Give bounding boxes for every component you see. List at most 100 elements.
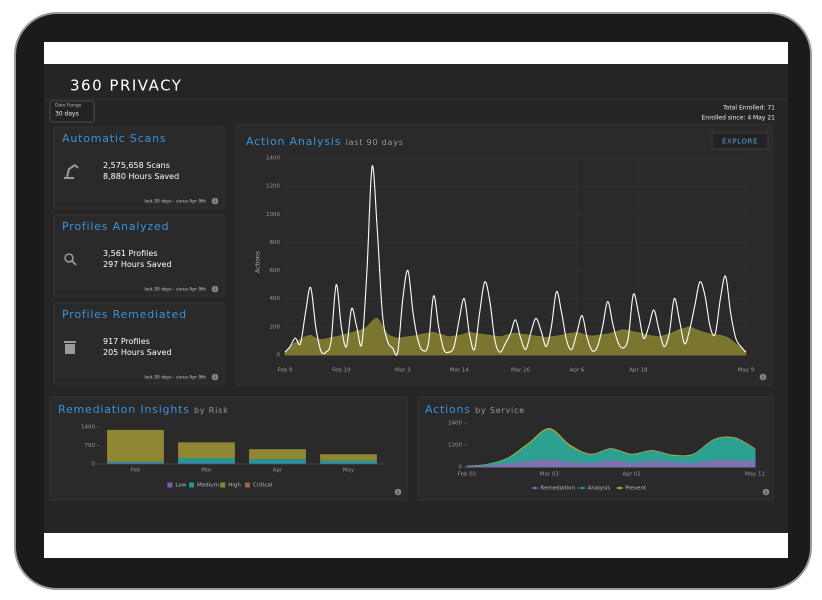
robot-icon	[64, 164, 79, 179]
kpi-value: 917	[103, 337, 118, 346]
chart-subtitle: by Risk	[194, 406, 229, 415]
x-tick-label: Feb 19	[332, 368, 351, 374]
kpi-unit: Hours Saved	[121, 348, 172, 357]
legend-label: Medium	[197, 483, 219, 489]
x-tick-label: Mar 14	[450, 368, 470, 374]
y-tick-label: 2400	[448, 421, 462, 427]
kpi-value: 3,561	[103, 249, 126, 258]
y-tick-label: 700	[85, 443, 96, 449]
bar-segment	[249, 463, 306, 464]
y-tick-label: 200	[270, 324, 281, 330]
kpi-value: 8,880	[103, 172, 126, 181]
y-tick-label: 800	[270, 240, 281, 246]
kpi-line: 2,575,658 Scans	[103, 161, 170, 170]
legend-dot	[580, 486, 584, 490]
kpi-value: 297	[103, 260, 118, 269]
search-icon	[64, 253, 74, 263]
date-range-value: 30 days	[55, 111, 79, 118]
chart-title: Remediation Insights by Risk	[58, 403, 229, 416]
x-tick-label: Mar 3	[395, 368, 411, 374]
legend-label: Critical	[253, 483, 273, 489]
bar-segment	[178, 463, 235, 464]
kpi-footnote: last 30 days - since Apr 9th	[144, 199, 206, 205]
x-tick-label: Apr 01	[622, 472, 640, 478]
y-tick-label: 1200	[448, 443, 462, 449]
x-tick-label: May 9	[738, 368, 755, 374]
kpi-value: 2,575,658	[103, 161, 144, 170]
bar-segment	[107, 463, 164, 464]
legend-label: Prevent	[625, 486, 647, 492]
bar-segment	[249, 449, 306, 460]
x-tick-label: May	[343, 468, 355, 474]
kpi-footnote: last 30 days - since Apr 9th	[144, 375, 206, 381]
y-tick-label: 600	[270, 268, 281, 274]
x-tick-label: May 11	[745, 472, 765, 478]
bar-segment	[320, 463, 377, 464]
legend-dot	[618, 486, 622, 490]
y-tick-label: 0	[459, 465, 463, 471]
bar-segment	[107, 429, 164, 462]
enrolled-since: Enrolled since: 4 May 21	[701, 115, 775, 122]
kpi-line: 8,880 Hours Saved	[103, 172, 179, 181]
bar-segment	[178, 442, 235, 459]
kpi-unit: Profiles	[128, 249, 157, 258]
chart-title: Actions by Service	[425, 403, 525, 416]
kpi-card	[53, 302, 225, 385]
y-tick-label: 0	[92, 462, 96, 468]
chart-subtitle: by Service	[475, 406, 525, 415]
app-title: 360 PRIVACY	[70, 77, 182, 95]
y-tick-label: 1400	[81, 425, 95, 431]
kpi-footnote: last 30 days - since Apr 9th	[144, 287, 206, 293]
info-icon-dot	[397, 489, 399, 491]
y-tick-label: 1000	[266, 212, 280, 218]
legend-dot	[533, 486, 537, 490]
x-tick-label: Feb 8	[278, 368, 293, 374]
trash-icon-lid	[64, 341, 76, 343]
legend-swatch	[245, 482, 250, 488]
area	[466, 429, 756, 468]
kpi-unit: Profiles	[121, 337, 150, 346]
kpi-title: Profiles Remediated	[62, 308, 187, 321]
date-range[interactable]	[49, 100, 95, 123]
x-tick-label: Mar 03	[540, 472, 560, 478]
x-tick-label: Mar	[201, 468, 212, 474]
x-tick-label: Feb 02	[458, 472, 477, 478]
search-icon-handle	[71, 260, 77, 266]
x-tick-label: Mar 26	[511, 368, 531, 374]
y-tick-label: 1400	[266, 156, 280, 162]
bar-segment	[178, 458, 235, 464]
bar-segment	[249, 459, 306, 464]
legend-label: High	[228, 483, 241, 489]
info-icon-dot	[214, 374, 216, 376]
y-axis-label: Actions	[255, 251, 262, 273]
kpi-unit: Hours Saved	[128, 172, 179, 181]
legend-label: Remediation	[540, 486, 575, 492]
kpi-card	[53, 126, 225, 209]
y-tick-label: 1200	[266, 184, 280, 190]
total-enrolled: Total Enrolled: 71	[722, 105, 775, 112]
kpi-line: 297 Hours Saved	[103, 260, 172, 269]
x-tick-label: Feb	[131, 468, 141, 474]
legend-label: Analysis	[588, 486, 611, 492]
legend-swatch	[220, 482, 226, 488]
info-icon-dot	[214, 198, 216, 200]
chart-title-main: Remediation Insights	[58, 403, 190, 416]
kpi-line: 205 Hours Saved	[103, 348, 172, 357]
explore-button[interactable]	[711, 132, 769, 150]
kpi-line: 3,561 Profiles	[103, 249, 158, 258]
kpi-unit: Hours Saved	[121, 260, 172, 269]
kpi-value: 205	[103, 348, 118, 357]
bar-segment	[107, 461, 164, 464]
kpi-title: Automatic Scans	[62, 132, 166, 145]
x-tick-label: Apr	[273, 468, 283, 474]
info-icon-dot	[765, 489, 767, 491]
y-tick-label: 400	[270, 296, 281, 302]
y-tick-label: 0	[277, 353, 281, 359]
area	[466, 459, 756, 468]
info-icon-dot	[214, 286, 216, 288]
chart-subtitle: last 90 days	[346, 138, 404, 147]
chart-title-main: Action Analysis	[246, 135, 341, 148]
legend-swatch	[167, 482, 173, 488]
